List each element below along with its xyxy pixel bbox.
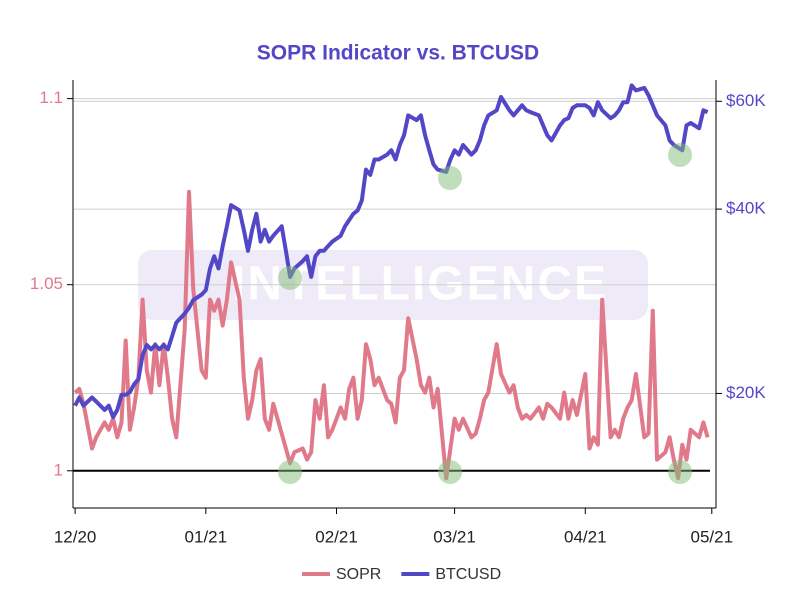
- y-tick-label: 1: [54, 460, 63, 479]
- x-tick-label: 02/21: [315, 527, 358, 546]
- chart-title: SOPR Indicator vs. BTCUSD: [257, 42, 539, 65]
- legend-label: BTCUSD: [435, 566, 501, 583]
- x-tick-label: 12/20: [54, 527, 97, 546]
- x-tick-label: 03/21: [433, 527, 476, 546]
- highlight: [438, 166, 462, 190]
- highlight: [438, 460, 462, 484]
- legend-label: SOPR: [336, 566, 381, 583]
- highlight: [278, 460, 302, 484]
- highlight: [668, 143, 692, 167]
- y-tick-label: 1.05: [30, 274, 63, 293]
- x-tick-label: 04/21: [564, 527, 607, 546]
- plot: [73, 83, 716, 481]
- y2-tick-label: $20K: [726, 383, 766, 402]
- axes: 1 1.05 1.1 $20K $40K $60K 12/20 01/21 02/21 03/21…: [30, 80, 766, 583]
- series-line: [73, 83, 709, 420]
- highlight: [278, 266, 302, 290]
- highlights: [278, 143, 692, 484]
- x-tick-label: 01/21: [185, 527, 228, 546]
- x-tick-label: 05/21: [691, 527, 734, 546]
- y2-tick-label: $60K: [726, 91, 766, 110]
- y-tick-label: 1.1: [39, 88, 63, 107]
- series-line: [73, 189, 710, 481]
- highlight: [668, 460, 692, 484]
- y2-tick-label: $40K: [726, 199, 766, 218]
